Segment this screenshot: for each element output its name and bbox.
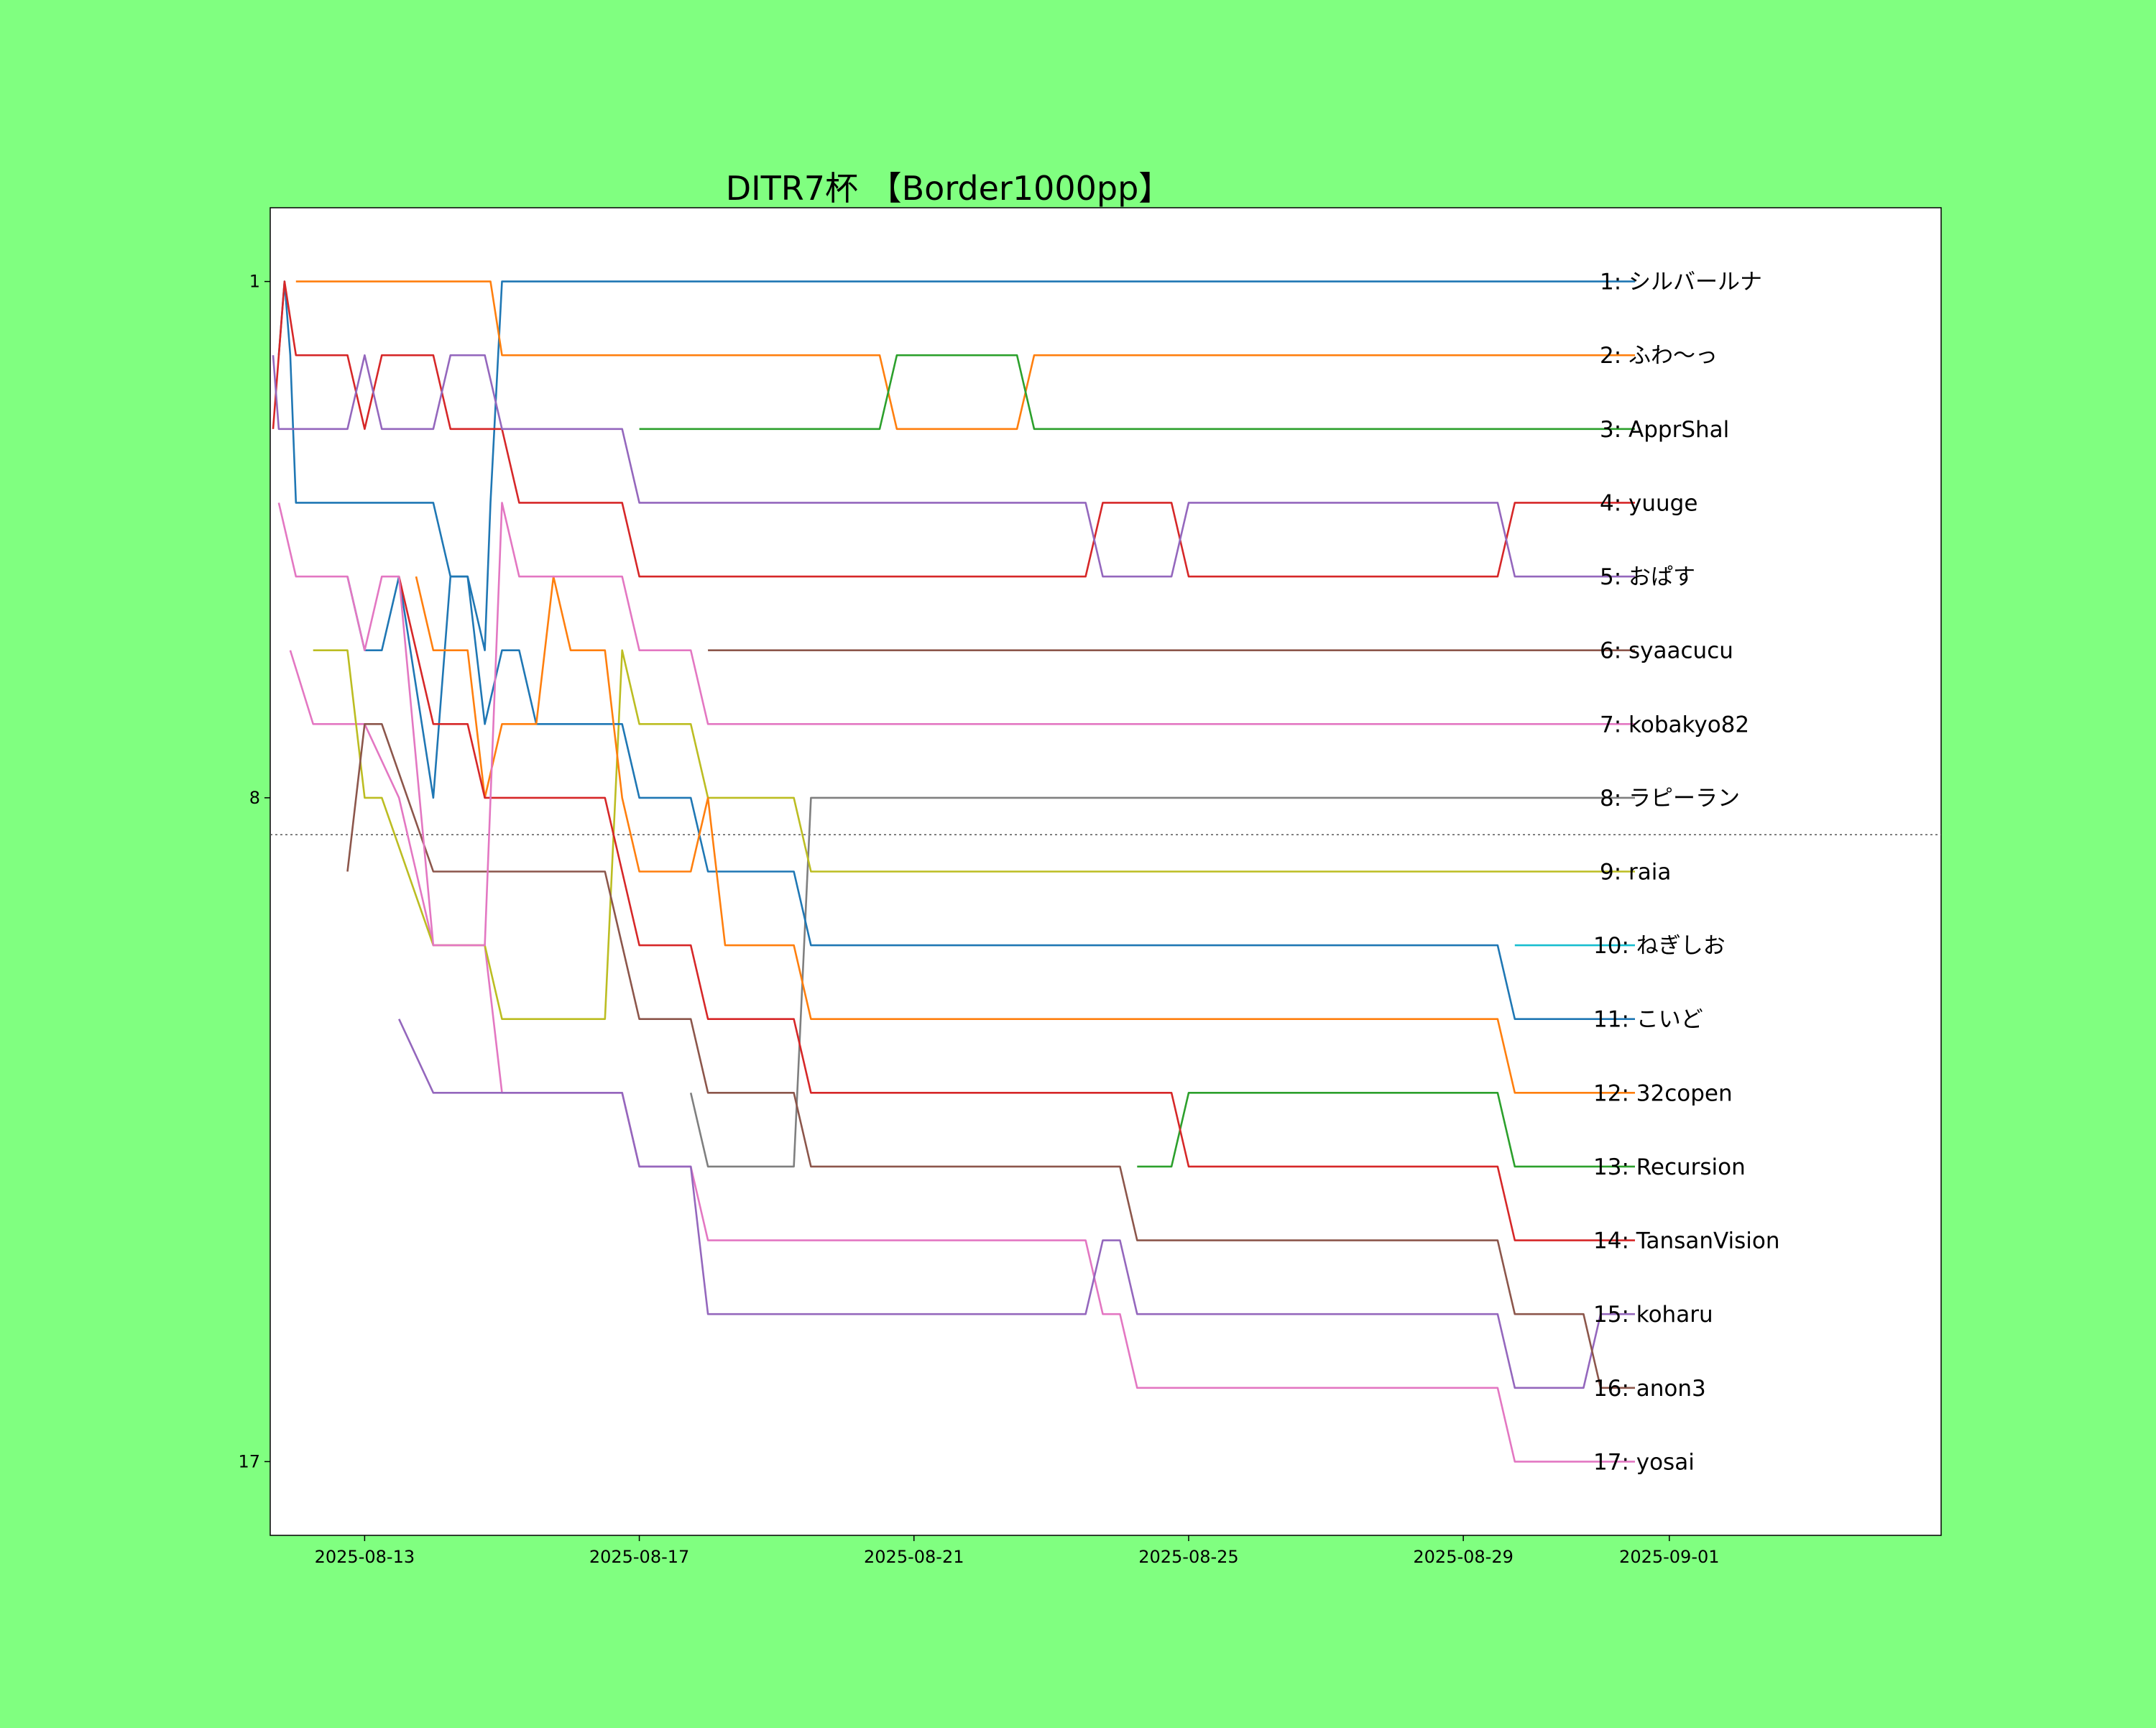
series-label-17: 17: yosai [1593,1449,1695,1475]
y-tick-label: 1 [249,272,260,292]
x-tick-label: 2025-08-25 [1138,1547,1238,1567]
series-line-14 [397,576,1635,1241]
series-label-16: 16: anon3 [1593,1376,1706,1402]
x-tick-label: 2025-09-01 [1619,1547,1719,1567]
series-line-3 [639,354,1635,431]
series-line-5 [272,354,1635,578]
series-label-3: 3: ApprShal [1600,417,1729,443]
series-label-2: 2: ふわ〜っ [1600,343,1718,369]
y-tick-label: 17 [238,1451,260,1471]
x-axis: 2025-08-13 2025-08-17 2025-08-21 2025-08-25… [315,1535,1720,1567]
series-line-4 [272,280,1635,578]
x-tick-label: 2025-08-17 [589,1547,689,1567]
series-layer [272,280,1635,1463]
series-line-8 [689,796,1635,1168]
x-tick-label: 2025-08-13 [315,1547,415,1567]
series-label-10: 10: ねぎしお [1593,933,1726,959]
series-label-15: 15: koharu [1593,1302,1713,1328]
series-label-5: 5: おぱす [1600,564,1695,590]
x-tick-label: 2025-08-29 [1413,1547,1513,1567]
series-label-14: 14: TansanVision [1593,1228,1780,1254]
y-tick-label: 8 [249,788,260,808]
series-line-9 [313,649,1635,1020]
series-label-8: 8: ラピーラン [1600,786,1740,812]
series-line-15 [398,1019,1635,1389]
series-label-11: 11: こいど [1593,1007,1703,1033]
series-label-7: 7: kobakyo82 [1600,712,1749,737]
series-label-9: 9: raia [1600,860,1671,886]
series-label-4: 4: yuuge [1600,490,1697,516]
chart-title: DITR7杯 【Border1000pp】 [726,169,1172,208]
series-line-13 [1137,1092,1635,1168]
series-label-1: 1: シルバールナ [1600,270,1762,295]
series-label-6: 6: syaacucu [1600,638,1733,664]
series-label-12: 12: 32copen [1593,1080,1733,1106]
x-tick-label: 2025-08-21 [864,1547,964,1567]
end-labels: 1: シルバールナ 2: ふわ〜っ 3: ApprShal 4: yuuge 5: おぱ… [1593,270,1780,1476]
series-label-13: 13: Recursion [1593,1154,1746,1180]
series-line-17 [277,502,1635,947]
